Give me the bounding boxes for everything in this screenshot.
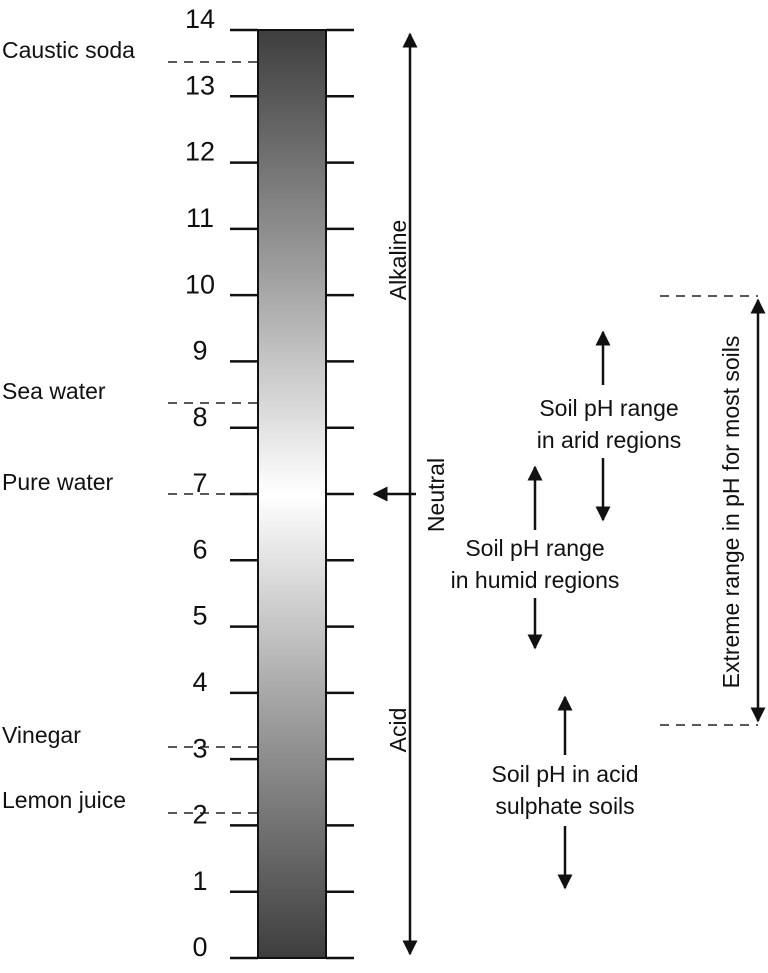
tick-label: 5 [192,601,207,631]
substance-label: Lemon juice [2,787,126,813]
tick-label: 0 [192,932,207,962]
soil-label: sulphate soils [495,793,634,819]
substance-label: Pure water [2,469,114,495]
tick-label: 9 [192,336,207,366]
soil-arid: Soil pH range in arid regions [537,330,681,522]
ph-bar [257,29,327,959]
tick-label: 14 [185,4,215,34]
tick-label: 2 [192,800,207,830]
substance-label: Sea water [2,378,106,404]
substance-label: Vinegar [2,722,81,748]
region-label: Acid [385,708,411,753]
extreme-range: Extreme range in pH for most soils [660,295,766,726]
tick-label: 6 [192,534,207,564]
soil-label: Soil pH range [539,395,678,421]
soil-label: in humid regions [451,567,620,593]
tick-label: 11 [186,203,214,233]
region-label: Neutral [423,458,449,532]
tick-label: 1 [192,866,207,896]
tick-label: 7 [192,468,207,498]
soil-acid-sulphate: Soil pH in acid sulphate soils [491,695,639,890]
region-label: Alkaline [385,220,411,301]
tick-label: 12 [185,137,215,167]
soil-label: in arid regions [537,427,681,453]
soil-label: Soil pH range [465,535,604,561]
substance-markers: Caustic soda Sea water Pure water Vinega… [2,37,258,814]
tick-label: 3 [192,733,207,763]
tick-label: 13 [185,70,215,100]
tick-label: 8 [192,402,207,432]
substance-label: Caustic soda [2,37,135,63]
soil-label: Soil pH in acid [491,761,638,787]
soil-humid: Soil pH range in humid regions [451,465,620,650]
extreme-label: Extreme range in pH for most soils [718,336,744,689]
tick-label: 4 [192,667,207,697]
tick-label: 10 [185,269,215,299]
